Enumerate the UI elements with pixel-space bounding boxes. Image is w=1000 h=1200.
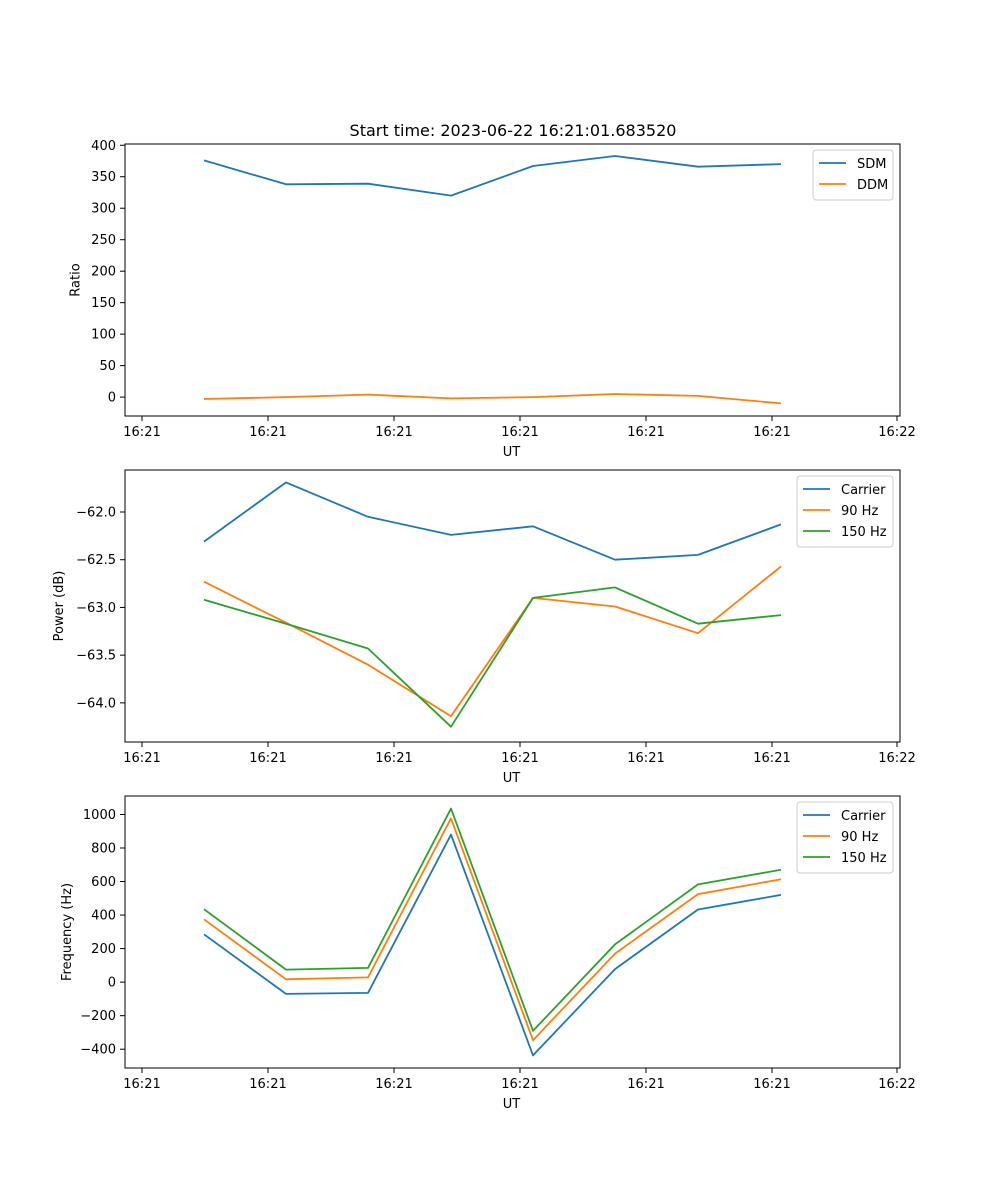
plot-frame: [124, 143, 901, 417]
legend-box: [796, 475, 894, 548]
y-axis-label: Ratio: [68, 263, 83, 296]
chart-title: Start time: 2023-06-22 16:21:01.683520: [350, 121, 677, 140]
y-axis-label: Power (dB): [52, 571, 67, 642]
legend-entry: 150 Hz: [841, 525, 887, 540]
legend-entry: DDM: [857, 178, 888, 193]
x-tick-label: 16:21: [123, 1077, 160, 1092]
series-line-carrier: [203, 833, 782, 1057]
legend: Carrier 90 Hz 150 Hz: [796, 801, 894, 874]
x-axis-label: UT: [503, 445, 521, 460]
y-tick-label: 400: [91, 909, 116, 924]
series-line-150-hz: [203, 807, 782, 1032]
x-tick-label: 16:21: [753, 425, 790, 440]
legend-box: [796, 801, 894, 874]
x-tick-label: 16:21: [501, 1077, 538, 1092]
series-line-ddm: [203, 393, 782, 405]
x-tick-label: 16:22: [878, 1077, 915, 1092]
x-tick-label: 16:21: [375, 425, 412, 440]
y-tick-label: −62.5: [76, 553, 116, 568]
y-tick-label: 250: [91, 233, 116, 248]
y-tick-label: 150: [91, 296, 116, 311]
legend-entry: 90 Hz: [841, 504, 878, 519]
y-tick-label: 800: [91, 841, 116, 856]
x-tick-label: 16:21: [627, 425, 664, 440]
x-tick-label: 16:21: [123, 425, 160, 440]
y-tick-label: −63.0: [76, 601, 116, 616]
x-tick-label: 16:22: [878, 751, 915, 766]
series-line-carrier: [203, 481, 782, 561]
legend: Carrier 90 Hz 150 Hz: [796, 475, 894, 548]
y-axis-label: Frequency (Hz): [60, 883, 75, 981]
y-tick-label: 400: [91, 139, 116, 154]
subplot-2: 16:21 16:21 16:21 16:21 16:21 16:21 16:22 UT −62…: [52, 469, 916, 786]
series-line-sdm: [203, 155, 782, 197]
x-axis-label: UT: [503, 1097, 521, 1112]
series-line-90-hz: [203, 817, 782, 1042]
subplot-3: 16:21 16:21 16:21 16:21 16:21 16:21 16:22 UT −40…: [60, 795, 916, 1112]
legend-entry: SDM: [857, 157, 886, 172]
y-tick-label: 350: [91, 170, 116, 185]
x-tick-label: 16:21: [627, 751, 664, 766]
y-tick-label: −62.0: [76, 505, 116, 520]
y-tick-label: −64.0: [76, 696, 116, 711]
x-tick-label: 16:21: [627, 1077, 664, 1092]
y-tick-label: 600: [91, 875, 116, 890]
y-tick-label: 200: [91, 942, 116, 957]
x-tick-label: 16:21: [123, 751, 160, 766]
x-tick-label: 16:21: [249, 1077, 286, 1092]
y-tick-label: −400: [80, 1043, 116, 1058]
y-tick-label: 300: [91, 202, 116, 217]
x-axis-label: UT: [503, 771, 521, 786]
y-tick-label: 200: [91, 265, 116, 280]
y-tick-label: 100: [91, 328, 116, 343]
y-tick-label: −200: [80, 1009, 116, 1024]
y-tick-label: 0: [108, 976, 116, 991]
x-tick-label: 16:21: [375, 751, 412, 766]
y-tick-label: 1000: [83, 808, 116, 823]
y-tick-label: 50: [99, 359, 116, 374]
y-tick-label: 0: [108, 391, 116, 406]
x-tick-label: 16:21: [249, 751, 286, 766]
legend: SDM DDM: [812, 149, 894, 201]
legend-entry: 90 Hz: [841, 830, 878, 845]
x-tick-label: 16:21: [501, 751, 538, 766]
legend-entry: Carrier: [841, 809, 886, 824]
x-tick-label: 16:21: [753, 751, 790, 766]
x-tick-label: 16:21: [375, 1077, 412, 1092]
series-line-90-hz: [203, 565, 782, 718]
x-tick-label: 16:21: [501, 425, 538, 440]
x-tick-label: 16:21: [753, 1077, 790, 1092]
plot-frame: [124, 469, 901, 743]
y-tick-label: −63.5: [76, 649, 116, 664]
plot-frame: [124, 795, 901, 1069]
legend-entry: 150 Hz: [841, 851, 887, 866]
subplot-1: 16:21 16:21 16:21 16:21 16:21 16:21 16:22 UT 0 50…: [68, 139, 915, 460]
x-tick-label: 16:21: [249, 425, 286, 440]
legend-entry: Carrier: [841, 483, 886, 498]
x-tick-label: 16:22: [878, 425, 915, 440]
series-line-150-hz: [203, 586, 782, 728]
